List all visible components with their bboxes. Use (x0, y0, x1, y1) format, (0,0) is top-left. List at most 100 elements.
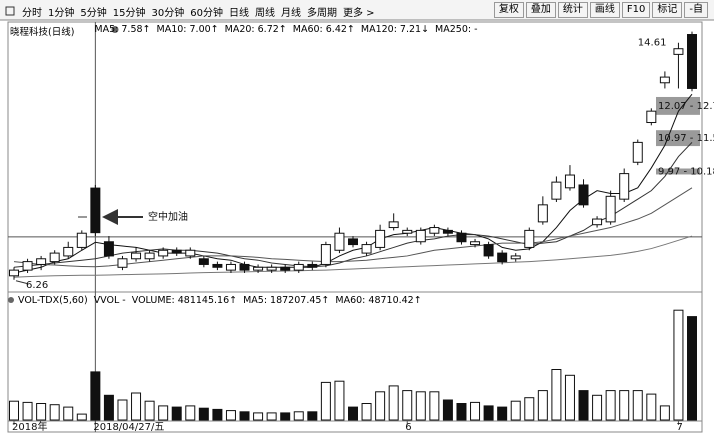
tool-button[interactable]: -自 (684, 2, 708, 18)
candle-body (49, 252, 60, 263)
tool-bar: 复权 叠加 统计 画线 F10 标记 -自 (493, 2, 708, 18)
candle-body (22, 261, 33, 271)
candle-body (619, 173, 630, 200)
period-tab[interactable]: 分时 (22, 8, 42, 19)
candle-body (375, 229, 386, 248)
period-bar: 分时 1分钟 5分钟 15分钟 30分钟 60分钟 日线 周线 月线 多周期 更多 > (22, 4, 375, 19)
volume-bar (131, 392, 142, 421)
candle-body (592, 218, 603, 226)
candle-body (456, 232, 467, 243)
candle-body (483, 244, 494, 257)
low-arrow (15, 280, 29, 285)
volume-bar (144, 400, 155, 421)
indicator: MA60: 48710.42↑ (335, 295, 422, 306)
low-label: 6.26 (26, 280, 48, 291)
indicator: MA10: 7.00↑ (156, 24, 219, 35)
volume-bar (117, 399, 128, 421)
volume-bar (198, 407, 209, 421)
volume-bar (185, 405, 196, 421)
candle-body (103, 241, 114, 257)
volume-bar (537, 390, 548, 421)
frame (7, 21, 703, 433)
period-tab[interactable]: 60分钟 (190, 8, 223, 19)
volume-bar (36, 403, 47, 421)
volume-bar (619, 390, 630, 421)
candle-body (225, 263, 236, 271)
volume-bar (687, 316, 697, 421)
period-tab[interactable]: 30分钟 (151, 8, 185, 19)
volume-bar (158, 405, 169, 421)
candle-body (388, 221, 399, 229)
gap-band (656, 130, 700, 147)
candle-body (673, 48, 684, 55)
volume-bar (76, 413, 87, 421)
tool-button[interactable]: 统计 (557, 2, 588, 18)
candle-body (253, 266, 264, 271)
candle-body (76, 232, 87, 248)
x-tick-label: 2018/04/27/五 (93, 422, 164, 433)
candle-body (212, 263, 223, 268)
period-tab[interactable]: 月线 (280, 8, 301, 19)
candle-body (171, 249, 182, 254)
volume-bar (212, 408, 223, 421)
candle-body (348, 238, 358, 246)
candle-body (63, 246, 74, 257)
volume-legend: VOL-TDX(5,60) VVOL - VOLUME: 481145.16↑ MA5… (18, 295, 422, 306)
tool-button[interactable]: 标记 (652, 2, 683, 18)
volume-bar (578, 390, 589, 421)
candle-body (632, 141, 643, 163)
volume-bar (293, 411, 304, 421)
candle-body (578, 184, 589, 206)
tool-button[interactable]: 复权 (493, 2, 524, 18)
period-tab[interactable]: 日线 (228, 8, 249, 19)
candle-body (470, 241, 481, 246)
high-label: 14.61 (638, 38, 667, 49)
period-tab[interactable]: 5分钟 (80, 8, 107, 19)
period-tab[interactable]: 周线 (254, 8, 275, 19)
tool-button[interactable]: 画线 (589, 2, 620, 18)
volume-bar (564, 374, 575, 421)
period-tab[interactable]: 15分钟 (112, 8, 146, 19)
candle-body (429, 227, 440, 234)
volume-bar (348, 406, 358, 421)
indicator: MA60: 6.42↑ (292, 24, 355, 35)
volume-bar (442, 399, 453, 421)
volume-bar (592, 394, 603, 421)
indicator: MA120: 7.21↓ (360, 24, 430, 35)
candle-body (605, 195, 616, 223)
gap-band (656, 168, 700, 175)
volume-bar (375, 391, 386, 421)
candle-body (185, 249, 196, 257)
volume-bar (402, 390, 413, 421)
tool-button[interactable]: 叠加 (525, 2, 556, 18)
volume-bar (497, 406, 508, 421)
volume-bar (103, 394, 114, 421)
volume-bar (307, 411, 318, 421)
x-tick-label: 6 (405, 422, 411, 433)
volume-bar (456, 403, 467, 421)
volume-bar (253, 412, 264, 421)
volume-bar (280, 412, 291, 421)
price-legend: 晓程科技(日线) MA5: 7.58↑ MA10: 7.00↑ MA20: 6.72↑… (10, 24, 478, 38)
x-tick-label: 7 (676, 422, 682, 433)
volume-bar (388, 385, 399, 421)
x-tick-label: 2018年 (12, 420, 47, 433)
volume-bar (9, 400, 19, 421)
tool-button[interactable]: F10 (621, 2, 651, 18)
volume-bar (361, 403, 372, 421)
volume-bar (510, 400, 521, 421)
candle-body (144, 252, 155, 260)
volume-bar (659, 405, 670, 421)
period-tab[interactable]: 更多 > (342, 8, 375, 19)
period-tab[interactable]: 多周期 (306, 8, 337, 19)
volume-bar (22, 401, 33, 421)
ma-line (13, 235, 693, 278)
toolbar-bg (0, 0, 714, 20)
toolbar-icon[interactable] (5, 6, 15, 16)
period-tab[interactable]: 1分钟 (48, 8, 75, 19)
gap-label: 12.07 - 12.7 (658, 101, 714, 112)
candle-body (307, 263, 318, 268)
candle-body (524, 229, 535, 248)
candle-body (158, 249, 169, 257)
candle-body (361, 244, 372, 254)
